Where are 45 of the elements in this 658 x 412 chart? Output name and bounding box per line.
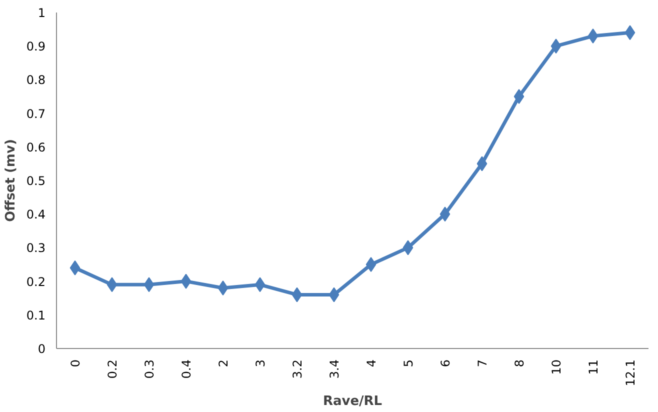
x-tick-label: 8 bbox=[512, 359, 526, 368]
point bbox=[144, 277, 154, 292]
y-tick-label: 0.6 bbox=[26, 140, 46, 154]
x-tick-label: 6 bbox=[438, 359, 452, 368]
x-tick-label: 0.4 bbox=[180, 359, 194, 379]
y-tick-label: 0 bbox=[38, 342, 46, 356]
x-tick-label: 0 bbox=[68, 359, 82, 368]
point bbox=[624, 25, 636, 40]
x-tick-label: 10 bbox=[550, 359, 564, 375]
point bbox=[292, 287, 302, 302]
x-tick-label: 5 bbox=[402, 359, 416, 368]
x-tick-label: 3 bbox=[254, 359, 268, 368]
y-tick-label: 0.8 bbox=[26, 73, 46, 88]
y-tick-label: 0.1 bbox=[26, 308, 46, 322]
y-tick-label: 0.9 bbox=[26, 40, 46, 54]
x-tick-label: 11 bbox=[586, 359, 600, 375]
y-tick-label: 0.4 bbox=[26, 208, 46, 222]
x-tick-label: 4 bbox=[364, 359, 378, 368]
point bbox=[514, 89, 524, 104]
y-tick-label: 0.5 bbox=[26, 174, 46, 188]
point bbox=[70, 260, 80, 276]
point bbox=[588, 28, 598, 44]
x-tick-label: 0.2 bbox=[106, 359, 120, 379]
x-axis-title: Rave/RL bbox=[322, 394, 382, 410]
y-tick-label: 0.7 bbox=[26, 106, 46, 121]
point bbox=[550, 38, 562, 54]
x-tick-label: 0.3 bbox=[142, 359, 156, 379]
point bbox=[254, 277, 266, 292]
x-tick-label: 12.1 bbox=[624, 360, 638, 386]
point bbox=[476, 156, 488, 172]
y-tick-label: 0.2 bbox=[26, 274, 46, 289]
x-tick-label: 3.2 bbox=[290, 359, 304, 379]
point bbox=[366, 257, 376, 272]
point bbox=[106, 277, 118, 292]
point bbox=[218, 280, 228, 296]
y-tick-label: 1 bbox=[38, 6, 46, 20]
y-axis-title: Offset (mv) bbox=[3, 139, 18, 222]
y-tick-label: 0.3 bbox=[26, 241, 46, 256]
point bbox=[328, 287, 340, 302]
x-tick-label: 2 bbox=[216, 359, 230, 368]
x-tick-label: 3.4 bbox=[328, 359, 342, 379]
point bbox=[402, 240, 414, 256]
point bbox=[440, 206, 450, 222]
x-tick-label: 7 bbox=[476, 359, 490, 368]
point bbox=[180, 274, 192, 289]
